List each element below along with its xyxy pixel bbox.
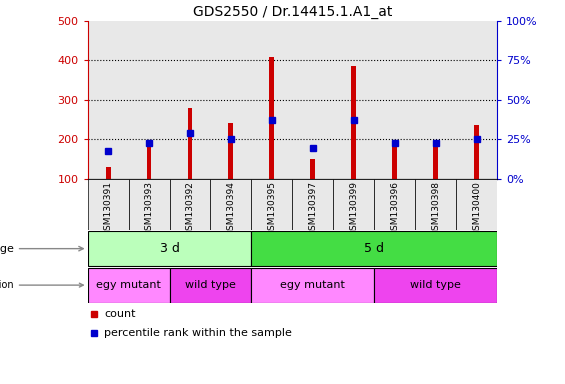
Text: 5 d: 5 d xyxy=(364,242,384,255)
Bar xyxy=(170,268,251,303)
Bar xyxy=(129,21,170,179)
Text: count: count xyxy=(104,309,136,319)
Text: GSM130394: GSM130394 xyxy=(227,181,236,236)
Bar xyxy=(333,179,374,230)
Bar xyxy=(88,268,170,303)
Bar xyxy=(88,231,251,266)
Bar xyxy=(106,167,111,179)
Bar xyxy=(474,125,479,179)
Text: GSM130392: GSM130392 xyxy=(185,181,194,236)
Title: GDS2550 / Dr.14415.1.A1_at: GDS2550 / Dr.14415.1.A1_at xyxy=(193,5,392,19)
Text: GSM130398: GSM130398 xyxy=(431,181,440,236)
Text: wild type: wild type xyxy=(410,280,461,290)
Bar xyxy=(293,21,333,179)
Bar xyxy=(146,143,151,179)
Bar xyxy=(457,179,497,230)
Bar xyxy=(415,179,457,230)
Text: GSM130400: GSM130400 xyxy=(472,181,481,236)
Bar xyxy=(211,179,251,230)
Text: GSM130399: GSM130399 xyxy=(349,181,358,236)
Text: GSM130393: GSM130393 xyxy=(145,181,154,236)
Bar xyxy=(251,21,293,179)
Bar xyxy=(333,21,374,179)
Bar xyxy=(374,179,415,230)
Bar xyxy=(392,143,397,179)
Bar xyxy=(170,21,210,179)
Bar xyxy=(188,108,193,179)
Bar xyxy=(88,179,129,230)
Bar xyxy=(415,21,457,179)
Bar xyxy=(170,179,210,230)
Bar xyxy=(129,179,170,230)
Bar xyxy=(270,56,275,179)
Bar xyxy=(211,21,251,179)
Bar xyxy=(251,268,374,303)
Bar xyxy=(457,21,497,179)
Text: GSM130395: GSM130395 xyxy=(267,181,276,236)
Bar xyxy=(251,231,497,266)
Bar xyxy=(351,66,357,179)
Text: GSM130391: GSM130391 xyxy=(103,181,112,236)
Text: age: age xyxy=(0,243,83,254)
Text: egy mutant: egy mutant xyxy=(280,280,345,290)
Bar xyxy=(293,179,333,230)
Text: genotype/variation: genotype/variation xyxy=(0,280,83,290)
Bar xyxy=(228,124,233,179)
Text: GSM130396: GSM130396 xyxy=(390,181,399,236)
Bar xyxy=(88,21,129,179)
Text: 3 d: 3 d xyxy=(159,242,180,255)
Bar xyxy=(251,179,293,230)
Text: percentile rank within the sample: percentile rank within the sample xyxy=(104,328,292,338)
Bar xyxy=(433,143,438,179)
Bar xyxy=(374,21,415,179)
Bar xyxy=(310,159,315,179)
Text: wild type: wild type xyxy=(185,280,236,290)
Text: egy mutant: egy mutant xyxy=(96,280,161,290)
Bar xyxy=(375,268,497,303)
Text: GSM130397: GSM130397 xyxy=(308,181,318,236)
